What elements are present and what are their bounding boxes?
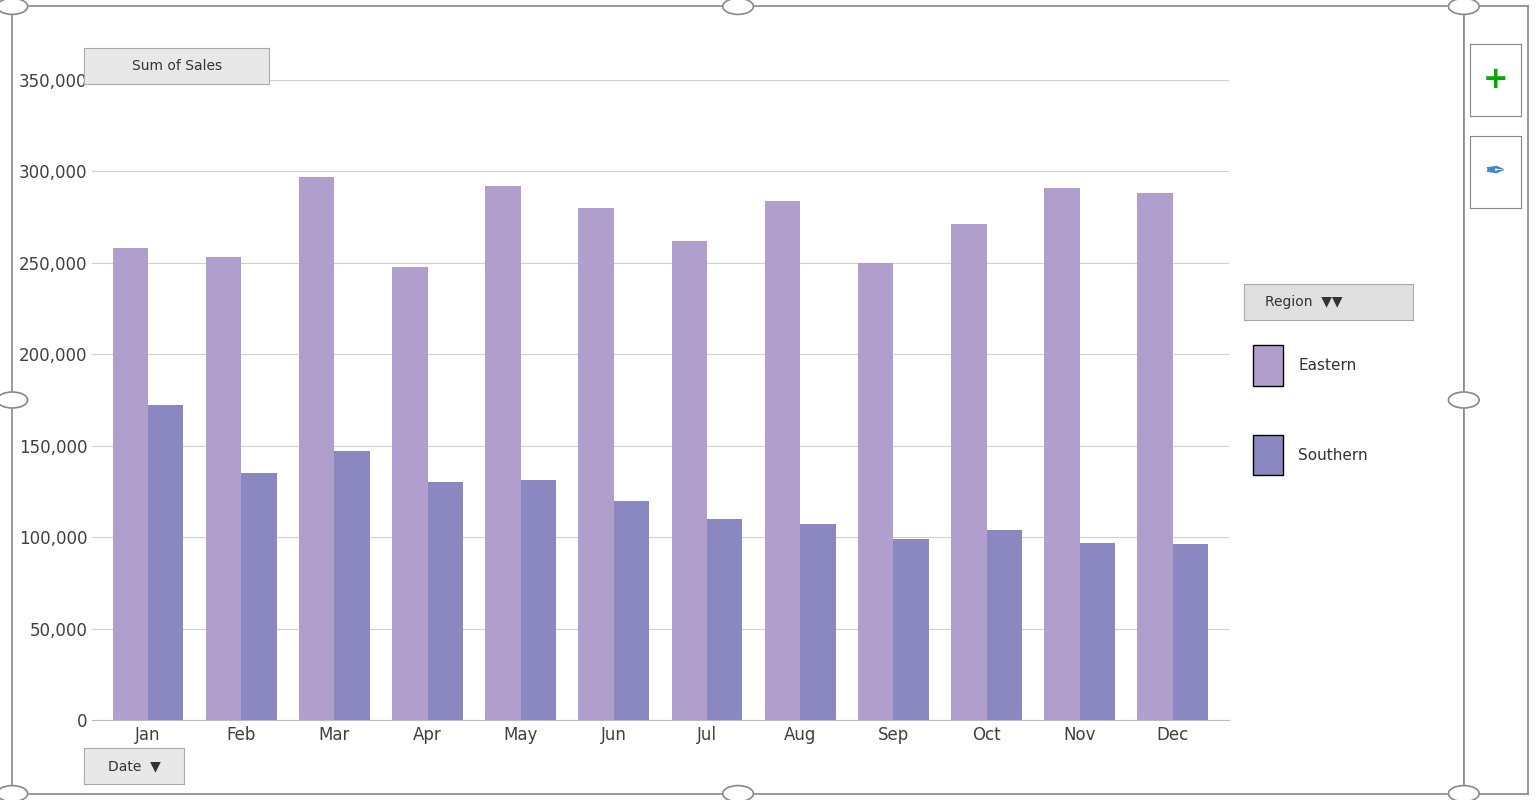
Text: Sum of Sales: Sum of Sales xyxy=(132,59,221,73)
Bar xyxy=(707,519,742,720)
Bar xyxy=(1080,542,1115,720)
Bar xyxy=(206,258,241,720)
Bar xyxy=(800,524,836,720)
Bar xyxy=(521,481,556,720)
Bar xyxy=(859,263,894,720)
Text: +: + xyxy=(1482,66,1508,94)
Bar xyxy=(427,482,462,720)
Text: Eastern: Eastern xyxy=(1298,358,1356,373)
Bar xyxy=(112,248,147,720)
Bar xyxy=(986,530,1021,720)
Text: ✒: ✒ xyxy=(1485,160,1505,184)
Bar xyxy=(241,473,276,720)
Bar xyxy=(1138,194,1174,720)
Bar xyxy=(335,451,370,720)
Bar xyxy=(671,241,707,720)
Bar xyxy=(392,266,427,720)
Text: Region  ▼▼: Region ▼▼ xyxy=(1264,295,1342,309)
Bar xyxy=(765,201,800,720)
Bar xyxy=(951,225,986,720)
Bar xyxy=(614,501,650,720)
Text: Southern: Southern xyxy=(1298,447,1369,462)
Bar xyxy=(147,406,183,720)
FancyBboxPatch shape xyxy=(1253,435,1283,475)
Bar xyxy=(579,208,614,720)
Bar xyxy=(894,539,929,720)
Bar xyxy=(300,177,335,720)
Bar xyxy=(1174,545,1209,720)
FancyBboxPatch shape xyxy=(1253,346,1283,386)
Bar xyxy=(1044,188,1080,720)
Text: Date  ▼: Date ▼ xyxy=(108,759,161,773)
Bar xyxy=(485,186,521,720)
